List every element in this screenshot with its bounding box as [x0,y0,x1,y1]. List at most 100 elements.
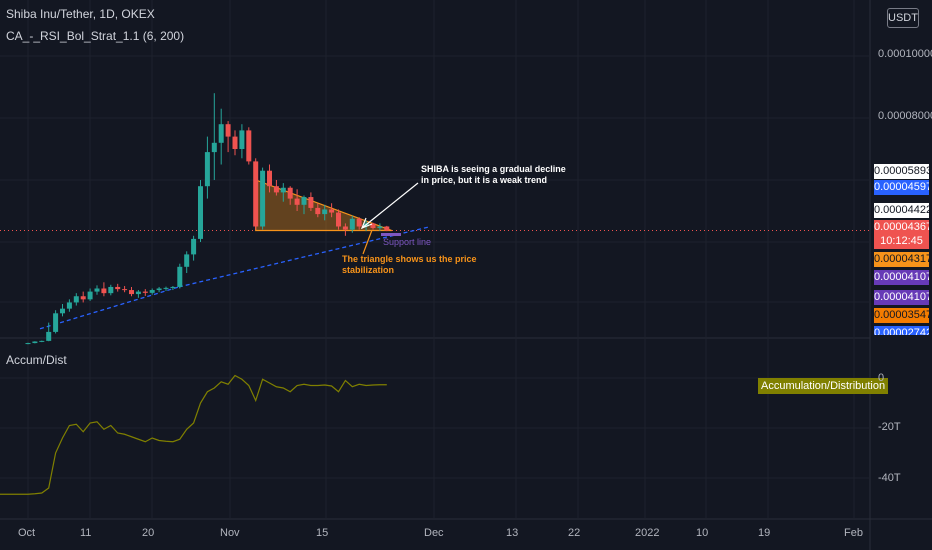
candle-body [308,197,314,208]
candle-body [370,223,376,229]
price-tag: 0.00005893 [874,164,929,179]
time-axis-label: Feb [844,527,863,539]
symbol-title: Shiba Inu/Tether, 1D, OKEX [6,7,155,21]
candle-body [218,124,224,143]
time-axis-label: 20 [142,527,155,539]
time-axis-label: Nov [220,527,240,539]
price-tag: 0.00002742 [874,326,929,335]
candle-body [170,286,176,288]
time-axis-label: 22 [568,527,581,539]
annotation-arrow [362,229,373,255]
candle-body [377,226,383,229]
candle-body [149,290,155,293]
candle-body [232,136,238,149]
indicator-pane-title[interactable]: Accum/Dist [6,353,67,367]
candle-body [94,288,100,292]
candle-body [53,313,59,332]
price-tag: 0.00004597 [874,180,929,195]
price-tag: 10:12:45 [874,234,929,249]
annotation-arrow [361,182,419,229]
candle-body [287,187,293,199]
support-label: Support line [383,237,431,247]
time-axis-label: 10 [696,527,709,539]
candle-body [108,286,114,294]
candle-body [129,290,134,295]
candle-body [239,130,245,149]
support-line [178,226,429,288]
candle-body [101,288,107,294]
triangle-note-line: The triangle shows us the price [342,254,477,264]
candle-body [260,170,266,227]
candle-body [46,331,52,341]
candle-body [356,218,362,227]
time-axis-label: Dec [424,527,444,539]
candle-body [156,288,162,291]
candle-body [342,226,348,230]
candle-body [204,152,210,187]
ad-line [0,374,387,495]
decline-note-line: in price, but it is a weak trend [421,175,547,185]
candle-body [163,287,169,289]
ad-series-line [0,374,387,495]
time-axis-label: 15 [316,527,329,539]
candle-body [122,289,128,291]
candle-body [66,302,72,309]
support-label-marker [381,233,401,236]
candle-body [32,341,38,344]
candle-body [301,197,307,205]
indicator-legend[interactable]: CA_-_RSI_Bol_Strat_1.1 (6, 200) [6,29,185,43]
candle-body [198,186,203,239]
ad-axis-label: -40T [878,472,901,484]
price-tag: 0.00003547 [874,308,929,323]
time-axis-label: 11 [80,527,92,539]
candle-body [246,130,252,162]
time-axis-label: Oct [18,527,36,539]
candle-body [273,186,279,193]
candle-body [73,296,79,303]
triangle-note-line: stabilization [342,265,394,275]
support-line-start [39,286,180,330]
price-axis-label: 0.00010000 [878,48,932,60]
candle-body [80,296,86,300]
candle-body [322,209,328,215]
ad-axis-label: -20T [878,421,901,433]
candle-body [349,218,355,230]
candle-body [184,254,190,267]
candle-body [60,308,65,314]
candle-body [294,198,300,205]
time-axis-label: 13 [506,527,519,539]
candle-body [135,291,141,295]
candle-body [191,238,197,255]
annotation-arrowhead [360,217,373,230]
candle-body [384,226,390,231]
candle-body [39,340,45,342]
currency-button[interactable]: USDT [887,8,919,28]
candle-body [329,209,335,213]
price-tag: 0.00004422 [874,203,929,218]
decline-note-line: SHIBA is seeing a gradual decline [421,164,566,174]
candle-body [225,124,231,137]
candle-body [211,142,217,153]
candle-body [25,343,31,345]
ad-value-badge: Accumulation/Distribution [758,378,889,394]
time-axis-label: 2022 [635,527,660,539]
price-tag: 0.00004367 [874,220,929,235]
candle-body [280,187,286,193]
candle-body [115,286,121,290]
ad-axis-label: 0 [878,372,885,384]
candles [25,93,390,345]
candle-body [253,161,259,227]
price-tag: 0.00004107 [874,270,929,285]
price-axis-label: 0.00008000 [878,110,932,122]
candle-body [267,170,272,187]
price-tag: 0.00004317 [874,252,929,267]
candle-body [177,266,183,287]
candle-body [142,291,148,293]
candle-body [315,207,321,215]
price-tag: 0.00004107 [874,290,929,305]
candle-body [87,291,93,300]
candle-body [336,212,341,227]
